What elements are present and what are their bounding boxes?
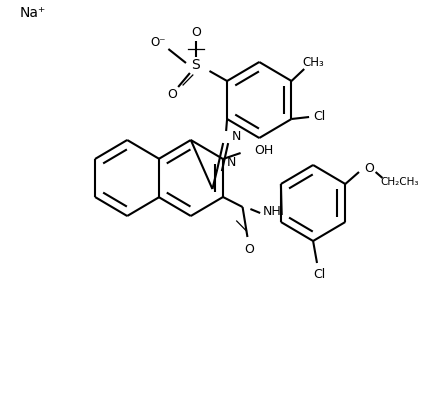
Text: NH: NH [262, 205, 281, 217]
Text: O: O [364, 162, 374, 174]
Text: O⁻: O⁻ [151, 37, 166, 49]
Text: O: O [168, 88, 177, 101]
Text: Cl: Cl [313, 111, 325, 123]
Text: N: N [226, 156, 235, 170]
Text: N: N [232, 131, 241, 144]
Text: Na⁺: Na⁺ [19, 6, 46, 20]
Text: Cl: Cl [313, 269, 325, 281]
Text: OH: OH [254, 144, 273, 158]
Text: CH₃: CH₃ [302, 57, 324, 70]
Text: S: S [192, 58, 200, 72]
Text: O: O [244, 242, 254, 256]
Text: O: O [191, 25, 201, 39]
Text: CH₂CH₃: CH₂CH₃ [381, 177, 419, 187]
